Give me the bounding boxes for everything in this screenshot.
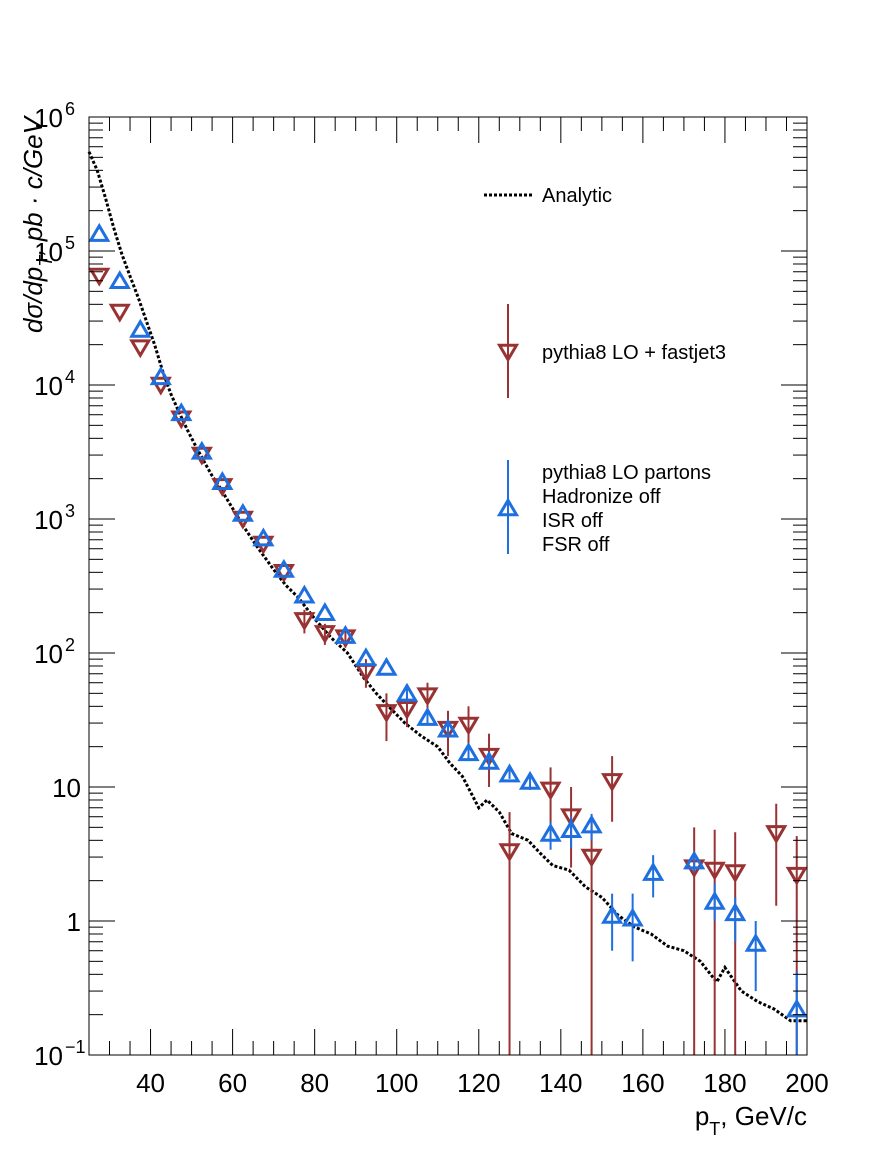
partons-marker [334, 624, 357, 644]
fastjet-marker [313, 625, 337, 645]
x-tick-label: 40 [136, 1068, 165, 1098]
data-layer [87, 151, 808, 1055]
fastjet-marker [559, 808, 583, 828]
fastjet-marker [724, 864, 747, 884]
legend-label: FSR off [542, 534, 610, 556]
partons-marker [129, 318, 152, 338]
partons-marker [375, 656, 398, 676]
partons-marker [703, 890, 726, 910]
y-tick-exponent: −1 [65, 1037, 86, 1057]
partons-marker [313, 602, 337, 621]
partons-marker [149, 366, 172, 386]
partons-marker [293, 584, 316, 604]
x-tick-label: 180 [703, 1068, 746, 1098]
partons-marker [642, 861, 665, 881]
legend-label: pythia8 LO partons [542, 462, 711, 484]
analytic-line [87, 151, 807, 1023]
partons-marker [724, 902, 747, 922]
fastjet-marker [395, 701, 419, 720]
partons-marker [88, 222, 111, 242]
partons-marker [744, 932, 767, 952]
x-axis-title: pT, GeV/c [695, 1101, 807, 1139]
partons-marker [354, 647, 378, 667]
partons-marker [272, 558, 296, 578]
fastjet-marker [190, 446, 213, 466]
fastjet-marker [88, 267, 111, 287]
fastjet-marker [416, 687, 439, 707]
legend-marker-fastjet [496, 343, 520, 363]
legend-label: Hadronize off [542, 486, 661, 508]
partons-marker [580, 814, 603, 834]
y-axis-title: dσ/dpT, pb · c/GeV [18, 114, 56, 333]
fastjet-marker [580, 848, 603, 868]
y-tick-label: 1 [67, 907, 81, 937]
partons-marker [518, 770, 542, 790]
fastjet-marker [477, 747, 501, 767]
fastjet-marker [108, 303, 131, 323]
fastjet-marker [457, 716, 480, 736]
y-tick-exponent: 2 [65, 635, 75, 655]
legend-label: ISR off [542, 510, 603, 532]
partons-marker [416, 706, 439, 726]
y-tick-label: 10 [34, 237, 63, 267]
partons-marker [252, 527, 275, 547]
partons-marker [457, 742, 480, 762]
y-tick-label: 10 [52, 773, 81, 803]
legend-marker-partons [496, 497, 520, 517]
fastjet-marker [375, 704, 398, 724]
y-tick-label: 10 [34, 505, 63, 535]
partons-marker [785, 998, 808, 1018]
legend-label: pythia8 LO + fastjet3 [542, 342, 726, 364]
legend: Analytic pythia8 LO + fastjet3 pythia8 LO … [484, 185, 726, 556]
x-tick-label: 60 [218, 1068, 247, 1098]
partons-marker [539, 822, 562, 842]
partons-marker [231, 502, 254, 522]
y-tick-label: 10 [34, 103, 63, 133]
x-tick-label: 100 [375, 1068, 418, 1098]
x-tick-label: 120 [457, 1068, 500, 1098]
fastjet-marker [600, 773, 624, 793]
partons-marker [436, 718, 460, 738]
partons-marker [683, 850, 706, 870]
partons-marker [108, 270, 131, 290]
partons-marker [621, 907, 644, 927]
fastjet-marker [272, 564, 296, 583]
fastjet-marker [129, 339, 152, 359]
y-tick-exponent: 5 [65, 233, 75, 253]
fastjet-marker [785, 866, 808, 886]
fastjet-marker [765, 825, 788, 845]
y-tick-exponent: 6 [65, 99, 75, 119]
partons-marker [559, 819, 583, 839]
partons-marker [395, 682, 419, 702]
partons-marker [170, 402, 193, 422]
plot-frame [88, 116, 808, 1056]
y-tick-label: 10 [34, 1041, 63, 1071]
y-tick-label: 10 [34, 371, 63, 401]
fastjet-marker [293, 612, 316, 632]
partons-marker [600, 904, 624, 924]
partons-marker [211, 471, 234, 490]
fastjet-marker [539, 781, 562, 801]
y-tick-exponent: 4 [65, 367, 75, 387]
fastjet-marker [334, 629, 357, 649]
fastjet-marker [703, 861, 726, 881]
partons-marker [477, 750, 501, 770]
y-tick-label: 10 [34, 639, 63, 669]
x-tick-label: 140 [539, 1068, 582, 1098]
fastjet-marker [149, 376, 172, 396]
partons-marker [190, 440, 213, 460]
legend-label-analytic: Analytic [542, 185, 612, 207]
y-tick-exponent: 3 [65, 501, 75, 521]
fastjet-marker [211, 478, 234, 498]
fastjet-marker [498, 843, 521, 863]
x-tick-label: 200 [785, 1068, 828, 1098]
x-tick-label: 160 [621, 1068, 664, 1098]
partons-marker [498, 763, 521, 783]
x-tick-label: 80 [300, 1068, 329, 1098]
